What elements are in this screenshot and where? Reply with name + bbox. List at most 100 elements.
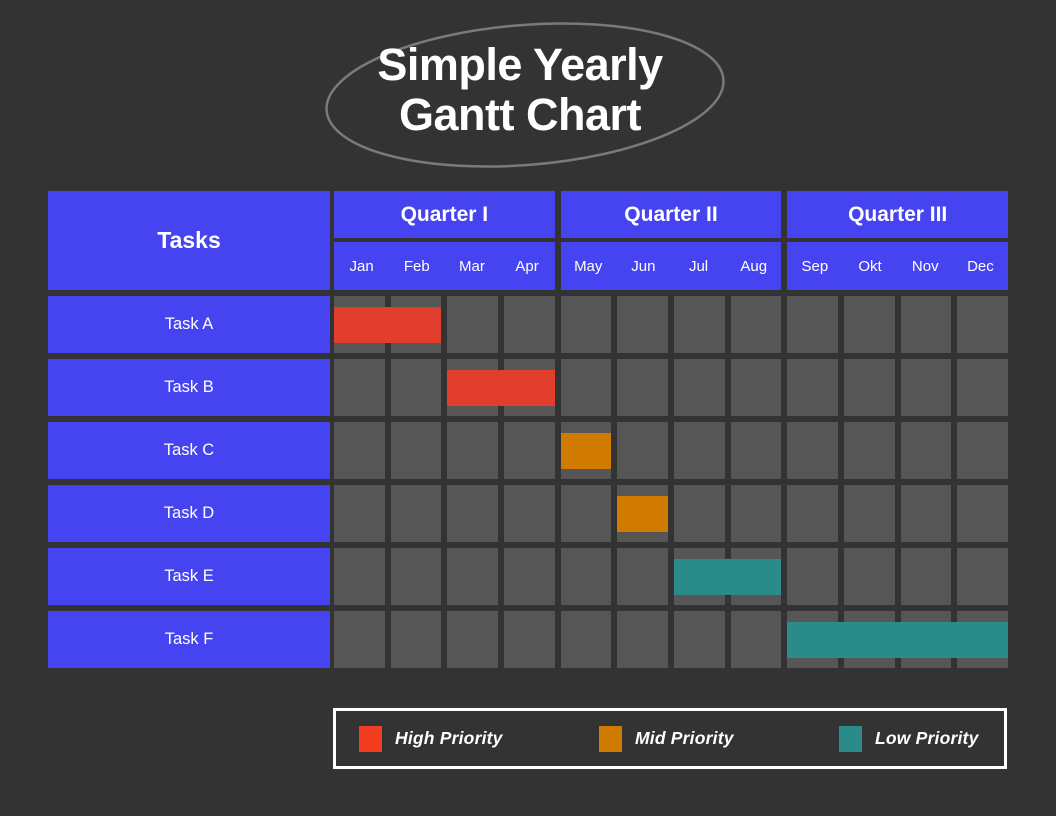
table-header-row: Tasks Quarter I Jan Feb Mar Apr Quarter II …: [48, 191, 1008, 290]
month-cell: [334, 422, 385, 479]
month-cell: [617, 359, 668, 416]
gantt-bar-high-priority: [447, 369, 555, 406]
legend-item: Low Priority: [839, 725, 1056, 752]
month-cell: [447, 611, 498, 668]
legend-label: Mid Priority: [635, 728, 734, 748]
month-label: Aug: [740, 257, 768, 275]
month-cell: [957, 485, 1008, 542]
month-cell: [560, 611, 612, 668]
task-row: Task B: [48, 359, 1008, 416]
gantt-bar-low-priority: [674, 558, 782, 595]
month-cell: [390, 548, 442, 605]
month-cell: [900, 485, 952, 542]
month-cell: [617, 296, 668, 353]
month-cell: [900, 548, 952, 605]
gantt-bar-mid-priority: [617, 495, 668, 532]
month-cell: [334, 359, 385, 416]
month-cell: [844, 296, 895, 353]
month-cell: [787, 422, 838, 479]
quarter-group-2: Quarter II May Jun Jul Aug: [560, 191, 782, 290]
task-month-grid: [334, 611, 1008, 668]
month-cell: [730, 296, 782, 353]
quarter-3-header: Quarter III: [787, 191, 1008, 238]
month-cell: [390, 485, 442, 542]
legend-label: Low Priority: [875, 728, 979, 748]
month-cell: [730, 359, 782, 416]
legend-swatch-mid: [599, 725, 622, 752]
month-cell: [447, 548, 498, 605]
month-cell: [334, 611, 385, 668]
month-cell: [844, 485, 895, 542]
month-cell: [844, 548, 895, 605]
month-cell: [504, 422, 555, 479]
month-label: Dec: [967, 257, 994, 275]
month-cell: [900, 296, 952, 353]
month-cell: [617, 422, 668, 479]
task-month-grid: [334, 485, 1008, 542]
month-cell: [560, 359, 612, 416]
month-cell: [390, 611, 442, 668]
month-cell: [617, 611, 668, 668]
task-row: Task C: [48, 422, 1008, 479]
month-cell: [957, 548, 1008, 605]
quarter-headers: Quarter I Jan Feb Mar Apr Quarter II May Jun…: [334, 191, 1008, 290]
task-label: Task F: [48, 611, 330, 668]
task-row: Task E: [48, 548, 1008, 605]
month-label: Nov: [911, 257, 939, 275]
gantt-table: Tasks Quarter I Jan Feb Mar Apr Quarter II …: [48, 191, 1008, 674]
month-cell: [787, 359, 838, 416]
task-label: Task D: [48, 485, 330, 542]
quarter-group-3: Quarter III Sep Okt Nov Dec: [787, 191, 1008, 290]
gantt-bar-low-priority: [787, 621, 1008, 658]
month-cell: [957, 422, 1008, 479]
month-cell: [730, 485, 782, 542]
page-title-line2: Gantt Chart: [399, 88, 642, 140]
month-cell: [504, 485, 555, 542]
month-cell: [900, 359, 952, 416]
month-cell: [957, 296, 1008, 353]
legend-items: High Priority Mid Priority Low Priority: [359, 725, 1056, 752]
month-label: Jun: [631, 257, 656, 275]
month-cell: [787, 548, 838, 605]
month-label: Sep: [801, 257, 829, 275]
legend-item: High Priority: [359, 725, 599, 752]
quarter-2-header: Quarter II: [560, 191, 782, 238]
month-cell: [674, 485, 725, 542]
month-cell: [390, 359, 442, 416]
month-cell: [504, 611, 555, 668]
month-cell: [674, 296, 725, 353]
month-cell: [447, 485, 498, 542]
task-row: Task D: [48, 485, 1008, 542]
gantt-bar-mid-priority: [560, 432, 612, 469]
month-cell: [844, 359, 895, 416]
quarter-group-1: Quarter I Jan Feb Mar Apr: [334, 191, 555, 290]
quarter-1-months: Jan Feb Mar Apr: [334, 242, 555, 290]
task-month-grid: [334, 422, 1008, 479]
legend-swatch-low: [839, 725, 862, 752]
task-label: Task A: [48, 296, 330, 353]
month-label: Jan: [349, 257, 374, 275]
month-cell: [787, 485, 838, 542]
task-month-grid: [334, 548, 1008, 605]
legend-item: Mid Priority: [599, 725, 839, 752]
month-cell: [560, 548, 612, 605]
task-month-grid: [334, 359, 1008, 416]
legend-label: High Priority: [395, 728, 503, 748]
title-ellipse: [325, 22, 725, 168]
month-cell: [730, 422, 782, 479]
page-title: Simple Yearly Gantt Chart: [320, 40, 720, 139]
month-cell: [334, 485, 385, 542]
task-label: Task E: [48, 548, 330, 605]
month-cell: [560, 485, 612, 542]
tasks-column-header: Tasks: [48, 191, 330, 290]
month-label: Feb: [403, 257, 430, 275]
month-cell: [617, 548, 668, 605]
legend-swatch-high: [359, 725, 382, 752]
month-cell: [900, 422, 952, 479]
task-month-grid: [334, 296, 1008, 353]
month-cell: [674, 359, 725, 416]
gantt-bar-high-priority: [334, 306, 442, 343]
month-cell: [730, 611, 782, 668]
month-cell: [447, 422, 498, 479]
